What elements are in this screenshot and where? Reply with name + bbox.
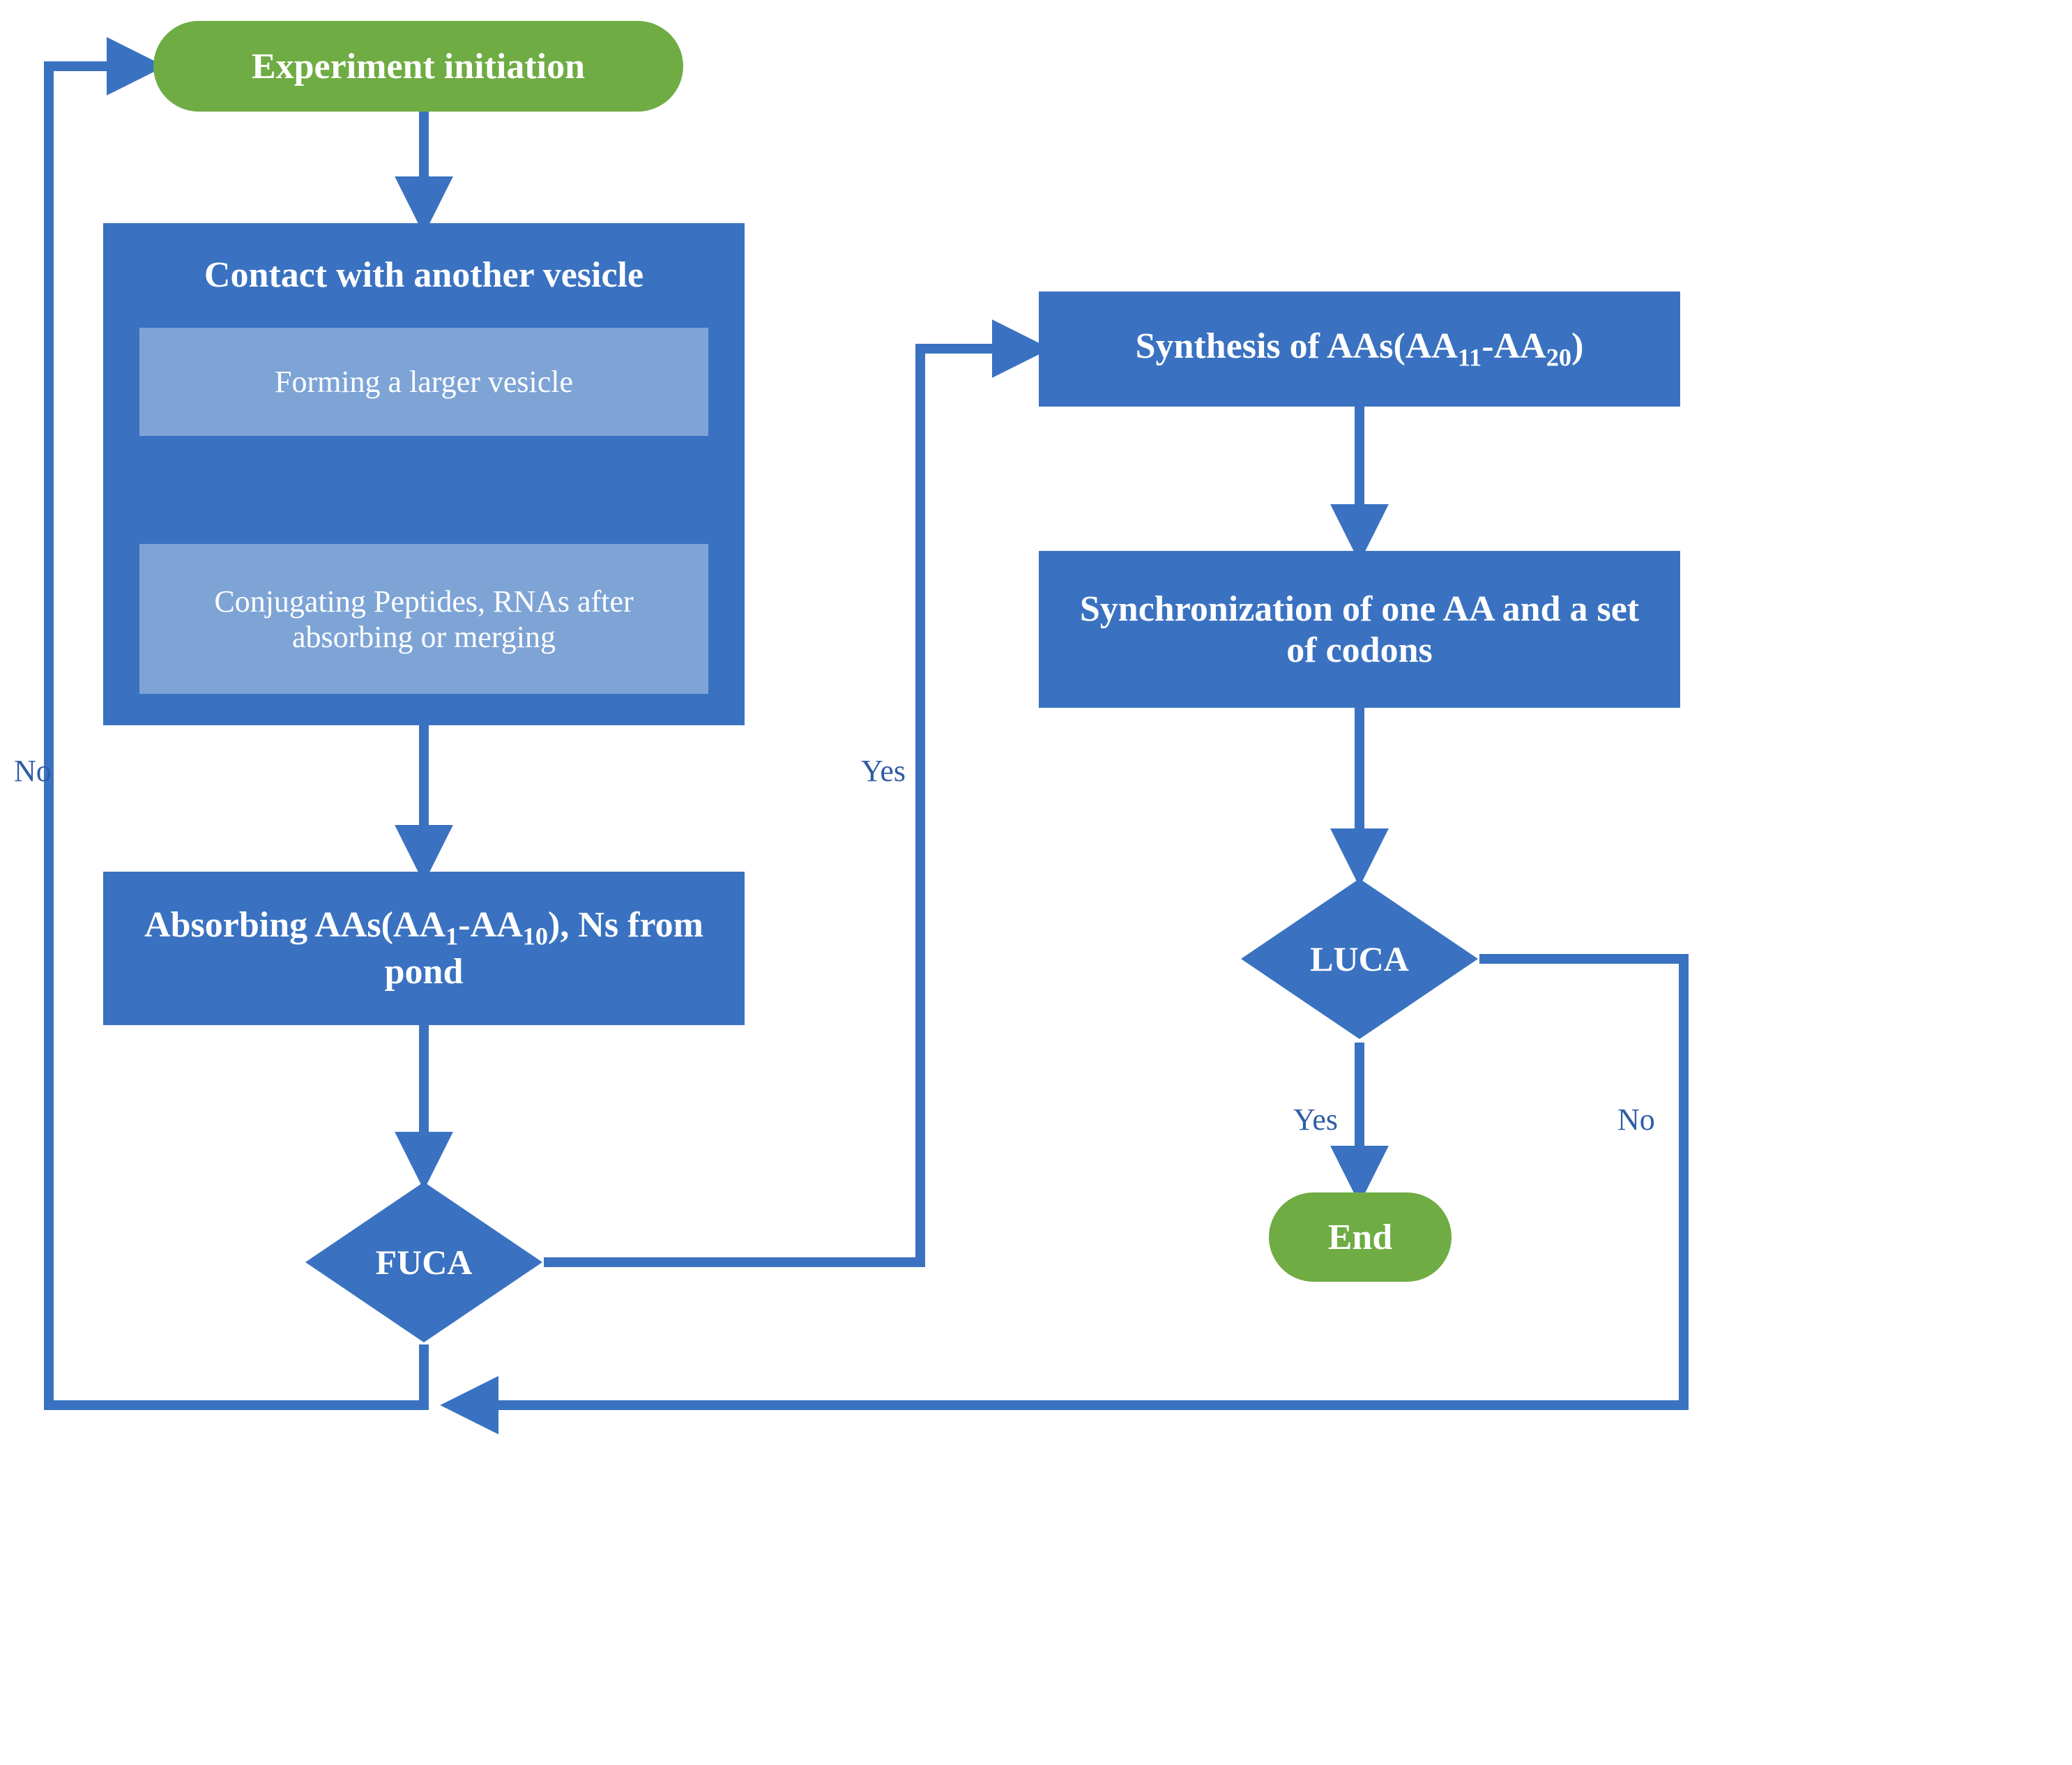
fuca-no-label: No (14, 753, 52, 789)
end-label: End (1328, 1217, 1393, 1258)
absorbing-aas-process: Absorbing AAs(AA1-AA10), Ns from pond (103, 872, 745, 1025)
synthesis-aas-process: Synthesis of AAs(AA11-AA20) (1039, 291, 1680, 407)
fuca-label: FUCA (376, 1242, 473, 1282)
contact-vesicle-title: Contact with another vesicle (103, 255, 745, 296)
conjugating-label: Conjugating Peptides, RNAs after absorbi… (139, 584, 708, 655)
synchronization-process: Synchronization of one AA and a set of c… (1039, 551, 1680, 708)
conjugating-peptides-subprocess: Conjugating Peptides, RNAs after absorbi… (139, 544, 708, 694)
start-terminator: Experiment initiation (153, 21, 683, 112)
luca-decision: LUCA (1241, 879, 1478, 1039)
luca-label: LUCA (1310, 939, 1409, 979)
start-label: Experiment initiation (252, 46, 585, 87)
edge-luca_no_loop (452, 959, 1684, 1405)
forming-label: Forming a larger vesicle (275, 364, 573, 400)
forming-larger-vesicle-subprocess: Forming a larger vesicle (139, 328, 708, 436)
luca-yes-label: Yes (1293, 1102, 1338, 1137)
absorbing-label: Absorbing AAs(AA1-AA10), Ns from pond (103, 904, 745, 992)
end-terminator: End (1269, 1192, 1452, 1282)
synthesis-label: Synthesis of AAs(AA11-AA20) (1115, 326, 1605, 372)
fuca-decision: FUCA (305, 1182, 542, 1342)
luca-no-label: No (1617, 1102, 1655, 1137)
sync-label: Synchronization of one AA and a set of c… (1039, 589, 1680, 671)
fuca-yes-label: Yes (861, 753, 906, 789)
